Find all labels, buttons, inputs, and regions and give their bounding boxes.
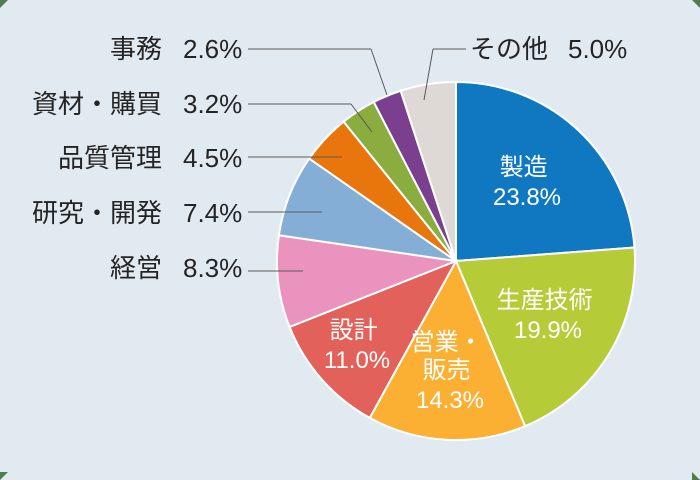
svg-text:8.3%: 8.3% (183, 253, 242, 283)
svg-text:2.6%: 2.6% (183, 34, 242, 64)
svg-text:5.0%: 5.0% (568, 34, 627, 64)
svg-text:4.5%: 4.5% (183, 143, 242, 173)
svg-text:品質管理: 品質管理 (58, 143, 162, 173)
svg-text:研究・開発: 研究・開発 (32, 198, 162, 228)
svg-text:資材・購買: 資材・購買 (32, 89, 162, 119)
svg-text:7.4%: 7.4% (183, 198, 242, 228)
svg-text:製造 23.8%: 製造 23.8% (493, 147, 561, 211)
svg-text:その他: その他 (470, 34, 548, 64)
svg-text:経営: 経営 (110, 253, 162, 283)
svg-text:設計 11.0%: 設計 11.0% (324, 310, 390, 374)
svg-text:3.2%: 3.2% (183, 89, 242, 119)
svg-text:事務: 事務 (110, 34, 162, 64)
